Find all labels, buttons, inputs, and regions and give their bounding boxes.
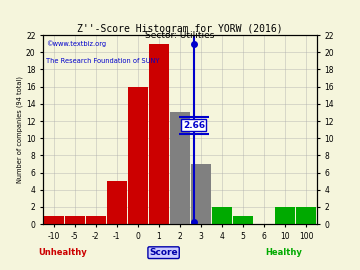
Bar xyxy=(149,44,169,224)
Bar xyxy=(191,164,211,224)
Bar xyxy=(86,215,106,224)
Bar xyxy=(275,207,295,224)
Bar xyxy=(296,207,316,224)
Text: Score: Score xyxy=(149,248,178,257)
Title: Z''-Score Histogram for YORW (2016): Z''-Score Histogram for YORW (2016) xyxy=(77,24,283,34)
Text: Unhealthy: Unhealthy xyxy=(38,248,87,257)
Bar xyxy=(233,215,253,224)
Text: The Research Foundation of SUNY: The Research Foundation of SUNY xyxy=(46,58,159,64)
Text: ©www.textbiz.org: ©www.textbiz.org xyxy=(46,41,106,48)
Y-axis label: Number of companies (94 total): Number of companies (94 total) xyxy=(17,76,23,183)
Bar xyxy=(170,112,190,224)
Bar xyxy=(44,215,64,224)
Text: Healthy: Healthy xyxy=(266,248,302,257)
Bar xyxy=(128,87,148,224)
Text: 2.66: 2.66 xyxy=(183,121,205,130)
Bar xyxy=(107,181,127,224)
Text: Sector: Utilities: Sector: Utilities xyxy=(145,31,215,40)
Bar xyxy=(65,215,85,224)
Bar xyxy=(212,207,232,224)
